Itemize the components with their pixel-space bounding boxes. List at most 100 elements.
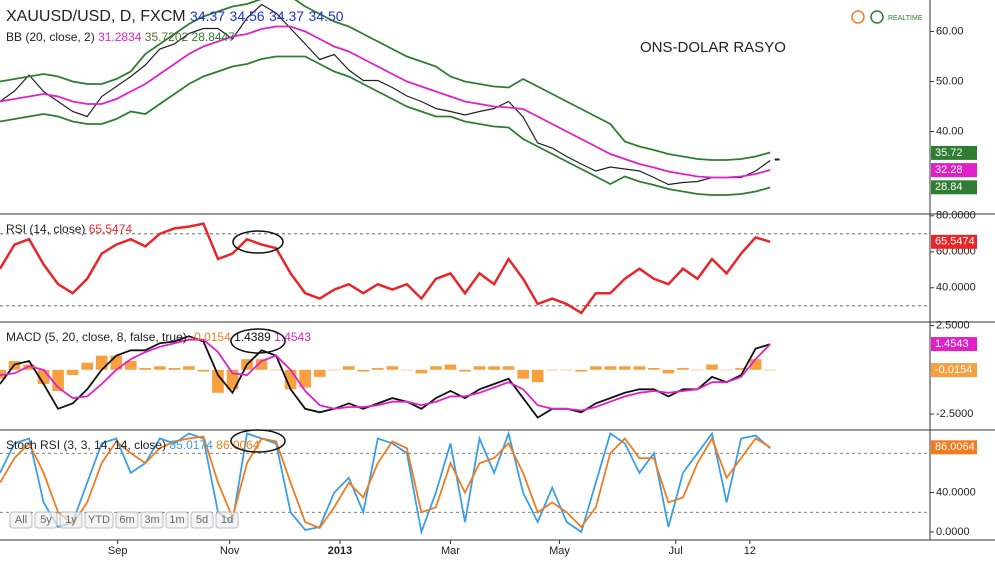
circle-annotation [230,328,286,354]
legend-text: 35.7202 [145,30,189,44]
histogram-bar [124,360,137,370]
legend-text: 65.5474 [89,222,133,236]
range-button-label[interactable]: 5y [40,514,52,526]
range-button-label[interactable]: 1m [169,514,184,526]
range-button[interactable] [140,511,164,529]
last-value-tag [931,145,977,160]
last-value-tag [931,363,977,378]
histogram-bar [270,369,282,371]
last-value-tag [931,234,977,249]
histogram-bar [313,369,326,377]
histogram-bar [299,369,311,388]
histogram-bar [648,368,660,370]
symbol: XAUUSD/USD, D, FXCM [6,8,186,25]
histogram-bar [444,364,457,370]
x-tick-label: May [549,545,570,557]
histogram-bar [633,366,646,370]
histogram-bar [575,369,588,372]
y-tick-label: 2.5000 [936,319,970,331]
circle-annotation [230,429,286,453]
histogram-bar [154,366,166,370]
histogram-bar [197,369,210,372]
histogram-bar [589,366,602,370]
icon [870,10,884,24]
range-button[interactable] [59,511,83,529]
y-tick-label: 50.00 [936,75,964,87]
series-line [0,430,771,536]
legend-text: 1.4389 [234,330,271,344]
indicator-legend: BB (20, close, 2) 31.2834 35.7202 28.844… [6,30,235,44]
candle-body [774,158,780,161]
histogram-bar [183,366,195,370]
histogram-bar [212,369,224,393]
histogram-bar [488,366,500,370]
legend-text: Stoch RSI (3, 3, 14, 14, close) [6,438,166,452]
ohlc-value: 34.56 [230,8,265,24]
indicator-legend: MACD (5, 20, close, 8, false, true) -0.0… [6,330,311,344]
range-button-label[interactable]: 1y [65,514,77,526]
range-button-label[interactable]: 5d [196,514,208,526]
range-button[interactable] [190,511,214,529]
legend-text: -0.0154 [190,330,231,344]
x-tick-label: Nov [220,545,240,557]
y-tick-label: 40.0000 [936,282,976,294]
last-value-label: 86.0064 [935,441,975,453]
ohlc-value: 34.37 [269,8,304,24]
series-line [0,435,771,530]
last-value-tag [931,180,977,195]
x-tick-label: Jul [669,545,683,557]
range-button-label[interactable]: 3m [144,514,159,526]
y-tick-label: 40.00 [936,125,964,137]
series-line [0,0,771,161]
histogram-bar [168,368,181,370]
histogram-bar [328,369,341,371]
range-button-label[interactable]: YTD [88,514,110,526]
series-line [0,222,771,315]
range-button[interactable] [215,511,239,529]
y-tick-label: 0.0000 [936,526,970,538]
range-button[interactable] [34,511,58,529]
realtime-label: REALTIME [888,15,923,22]
histogram-bar [473,366,486,370]
last-value-label: 32.28 [935,164,963,176]
y-tick-label: 60.0000 [936,246,976,258]
x-tick-label: 2013 [328,545,352,557]
ohlc-value: 34.37 [190,8,225,24]
series-line [0,55,771,196]
histogram-bar [95,355,108,370]
last-value-tag [931,440,977,455]
range-button[interactable] [84,511,114,529]
y-tick-label: 60.00 [936,25,964,37]
histogram-bar [619,366,631,370]
histogram-bar [37,369,50,384]
histogram-bar [357,369,370,372]
range-button[interactable] [9,511,33,529]
histogram-bar [735,368,747,370]
histogram-bar [691,369,704,371]
histogram-bar [415,369,428,374]
histogram-bar [255,359,268,370]
indicator-legend: RSI (14, close) 65.5474 [6,222,132,236]
series-line [0,338,771,412]
histogram-bar [81,362,93,370]
annotation: ONS-DOLAR RASYO [640,39,786,56]
indicator-legend: Stoch RSI (3, 3, 14, 14, close) 85.0174 … [6,438,260,452]
drawings [230,10,884,453]
range-button-label[interactable]: 6m [119,514,134,526]
histogram-bar [764,369,776,371]
histogram-bar [706,364,718,370]
range-button-label[interactable]: All [15,514,27,526]
range-button[interactable] [115,511,139,529]
last-value-tag [931,163,977,178]
legend-text: 86.0064 [216,438,260,452]
histogram-bar [677,368,689,370]
last-value-tag [931,337,977,352]
range-button-label[interactable]: 1d [221,514,233,526]
series-line [0,335,771,419]
ohlc-value: 34.50 [309,8,344,24]
histogram-bar [372,368,384,370]
histogram-bar [226,369,239,390]
range-button[interactable] [165,511,189,529]
